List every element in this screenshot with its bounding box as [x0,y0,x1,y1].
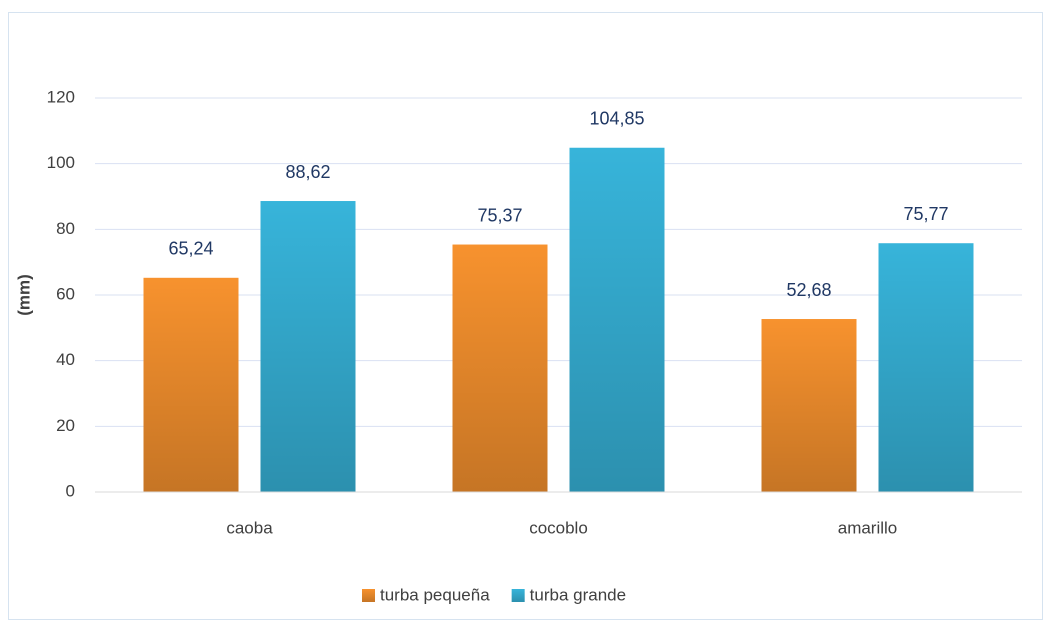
y-tick-label: 0 [66,481,75,500]
y-tick-label: 40 [56,350,75,369]
value-label: 104,85 [589,108,644,128]
legend-label: turba grande [530,585,626,604]
bar-shade [761,319,857,492]
value-label: 75,77 [903,204,948,224]
bar-shade [569,147,665,492]
value-label: 52,68 [786,280,831,300]
legend-swatch-shade [362,589,375,602]
y-tick-label: 20 [56,416,75,435]
value-label: 88,62 [285,162,330,182]
bar-shade [260,201,356,492]
y-tick-label: 120 [47,87,75,106]
y-tick-label: 80 [56,219,75,238]
bar-shade [452,244,548,492]
y-axis-label: (mm) [14,274,33,316]
y-tick-label: 60 [56,284,75,303]
legend-label: turba pequeña [380,585,490,604]
bar-shade [143,277,239,492]
x-tick-label: amarillo [838,518,898,537]
x-tick-label: cocoblo [529,518,588,537]
bar-shade [878,243,974,492]
value-label: 75,37 [477,205,522,225]
x-tick-label: caoba [226,518,273,537]
legend-swatch-shade [511,589,525,602]
y-tick-label: 100 [47,153,75,172]
value-label: 65,24 [168,239,213,259]
